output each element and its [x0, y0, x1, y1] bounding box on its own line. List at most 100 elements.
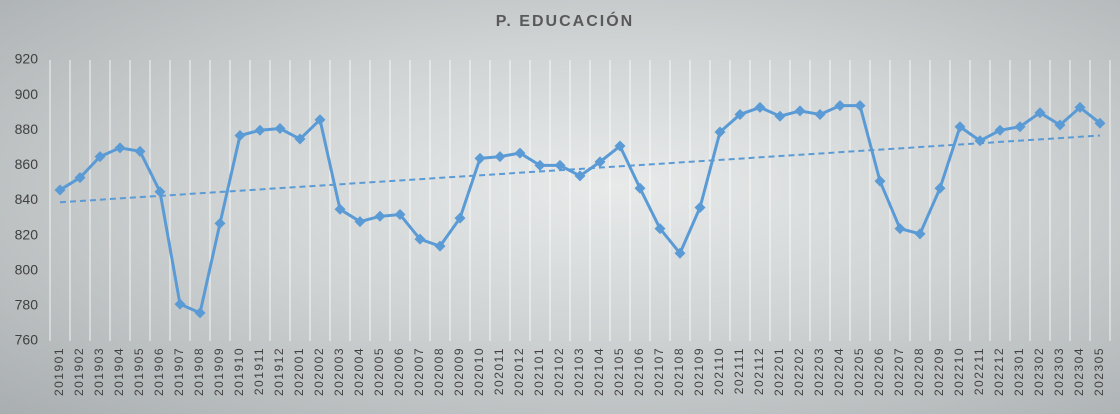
- x-tick-label: 202208: [912, 347, 926, 396]
- x-tick-label: 201907: [172, 347, 186, 396]
- marker: [714, 126, 726, 138]
- marker: [234, 130, 246, 142]
- x-tick-label: 202001: [292, 347, 306, 396]
- marker: [674, 247, 686, 259]
- marker: [194, 307, 206, 319]
- x-tick-label: 202109: [692, 347, 706, 396]
- x-tick-label: 202104: [592, 347, 606, 396]
- x-tick-label: 201912: [272, 347, 286, 396]
- y-tick-label: 840: [15, 191, 39, 207]
- x-tick-label: 202101: [532, 347, 546, 396]
- marker: [814, 108, 826, 120]
- x-tick-label: 202303: [1052, 347, 1066, 396]
- marker: [174, 298, 186, 310]
- x-tick-label: 202004: [352, 347, 366, 396]
- x-tick-label: 202305: [1092, 347, 1106, 396]
- marker: [1034, 107, 1046, 119]
- x-tick-label: 202205: [852, 347, 866, 396]
- x-tick-label: 202209: [932, 347, 946, 396]
- y-tick-label: 760: [15, 332, 39, 348]
- x-tick-label: 201908: [192, 347, 206, 396]
- y-tick-label: 860: [15, 156, 39, 172]
- x-tick-label: 202102: [552, 347, 566, 396]
- marker: [354, 216, 366, 228]
- marker: [834, 100, 846, 112]
- x-tick-label: 202302: [1032, 347, 1046, 396]
- marker: [254, 124, 266, 136]
- marker: [654, 223, 666, 235]
- x-tick-label: 202211: [972, 347, 986, 395]
- marker: [534, 159, 546, 171]
- series-line: [59, 104, 1101, 316]
- x-tick-label: 201901: [52, 347, 66, 396]
- marker: [274, 122, 286, 134]
- marker: [894, 223, 906, 235]
- marker: [294, 133, 306, 145]
- x-tick-label: 201906: [152, 347, 166, 396]
- x-tick-label: 202108: [672, 347, 686, 396]
- marker: [214, 217, 226, 229]
- marker: [854, 100, 866, 112]
- x-tick-label: 201902: [72, 347, 86, 396]
- x-tick-label: 202207: [892, 347, 906, 396]
- marker: [614, 140, 626, 152]
- marker: [914, 228, 926, 240]
- marker: [1054, 119, 1066, 131]
- x-tick-label: 202212: [992, 347, 1006, 396]
- x-tick-label: 202006: [392, 347, 406, 396]
- marker: [734, 108, 746, 120]
- y-tick-label: 920: [15, 51, 39, 67]
- marker: [574, 170, 586, 182]
- y-tick-label: 800: [15, 261, 39, 277]
- marker: [114, 142, 126, 154]
- marker: [54, 184, 66, 196]
- x-tick-label: 202002: [312, 347, 326, 396]
- marker: [374, 210, 386, 222]
- marker: [874, 175, 886, 187]
- marker: [794, 105, 806, 117]
- x-tick-label: 201911: [252, 347, 266, 395]
- marker: [454, 212, 466, 224]
- marker: [554, 159, 566, 171]
- marker: [134, 145, 146, 157]
- x-tick-label: 201904: [112, 347, 126, 396]
- marker: [474, 152, 486, 164]
- chart-title: P. EDUCACIÓN: [496, 11, 634, 30]
- x-tick-label: 202202: [792, 347, 806, 396]
- x-tick-label: 202008: [432, 347, 446, 396]
- x-tick-label: 202111: [732, 347, 746, 394]
- x-tick-label: 202106: [632, 347, 646, 396]
- y-tick-label: 780: [15, 297, 39, 313]
- marker: [1014, 121, 1026, 133]
- marker: [434, 240, 446, 252]
- marker: [594, 156, 606, 168]
- x-tick-label: 202012: [512, 347, 526, 396]
- marker: [334, 203, 346, 215]
- marker: [694, 202, 706, 214]
- x-tick-label: 201905: [132, 347, 146, 396]
- marker: [1094, 117, 1106, 129]
- x-tick-label: 201910: [232, 347, 246, 396]
- marker: [954, 121, 966, 133]
- x-tick-label: 202110: [712, 347, 726, 395]
- x-tick-label: 201903: [92, 347, 106, 396]
- marker: [314, 114, 326, 126]
- x-tick-label: 202011: [492, 347, 506, 395]
- x-tick-label: 201909: [212, 347, 226, 396]
- y-tick-label: 880: [15, 121, 39, 137]
- y-tick-label: 820: [15, 226, 39, 242]
- marker: [514, 147, 526, 159]
- marker: [774, 110, 786, 122]
- x-tick-label: 202010: [472, 347, 486, 396]
- x-tick-label: 202107: [652, 347, 666, 396]
- y-tick-label: 900: [15, 86, 39, 102]
- x-tick-label: 202201: [772, 347, 786, 396]
- x-tick-label: 202105: [612, 347, 626, 396]
- x-tick-label: 202206: [872, 347, 886, 396]
- x-tick-label: 202007: [412, 347, 426, 396]
- marker: [414, 233, 426, 245]
- marker: [154, 186, 166, 198]
- x-tick-label: 202005: [372, 347, 386, 396]
